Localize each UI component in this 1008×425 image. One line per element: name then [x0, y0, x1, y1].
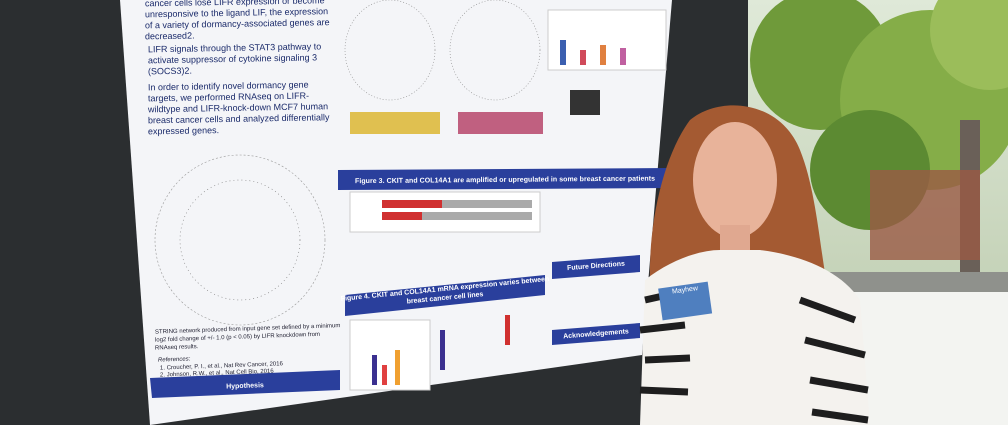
intro-text: decreased2. [145, 31, 195, 42]
section-title: Hypothesis [226, 382, 264, 390]
bullet-text: targets, we performed RNAseq on LIFR- [148, 91, 309, 104]
bullet-text: LIFR signals through the STAT3 pathway t… [148, 41, 321, 54]
bright-floor [850, 292, 1008, 425]
network-figure [154, 0, 543, 326]
intro-text: unresponsive to the ligand LIF, the expr… [145, 6, 328, 19]
name-tag: Mayhew [672, 285, 700, 296]
banner [150, 370, 340, 398]
banner [552, 323, 640, 345]
person [639, 105, 870, 425]
poster-text: cancer cells lose LIFR expression or bec… [145, 0, 655, 390]
references-title: References: [158, 356, 191, 363]
bullet-text: wildtype and LIFR-knock-down MCF7 human [147, 101, 328, 114]
banner [552, 255, 640, 279]
figure-panels [349, 9, 667, 391]
bullet-text: In order to identify novel dormancy gene [148, 80, 309, 93]
intro-text: cancer cells lose LIFR expression or bec… [145, 0, 325, 8]
intro-text: of a variety of dormancy-associated gene… [145, 17, 330, 30]
banner [345, 275, 545, 316]
reference: 2. Johnson, R.W., et al., Nat Cell Bio, … [160, 369, 275, 379]
caption: log2 fold change of +/- 1.0 (p < 0.05) b… [155, 332, 320, 344]
bullet-text: (SOCS3)2. [148, 66, 192, 77]
bullet-text: activate suppressor of cytokine signalin… [148, 52, 317, 65]
caption: RNAseq results. [155, 344, 199, 352]
bullet-text: breast cancer cells and analyzed differe… [148, 112, 330, 125]
figure-title: Figure 3. CKIT and COL14A1 are amplified… [355, 176, 655, 186]
bullet-text: expressed genes. [148, 125, 219, 136]
reference: 1. Croucher, P. I., et al., Nat Rev Canc… [160, 361, 284, 371]
section-title: Future Directions [567, 261, 625, 273]
banner [338, 168, 670, 190]
